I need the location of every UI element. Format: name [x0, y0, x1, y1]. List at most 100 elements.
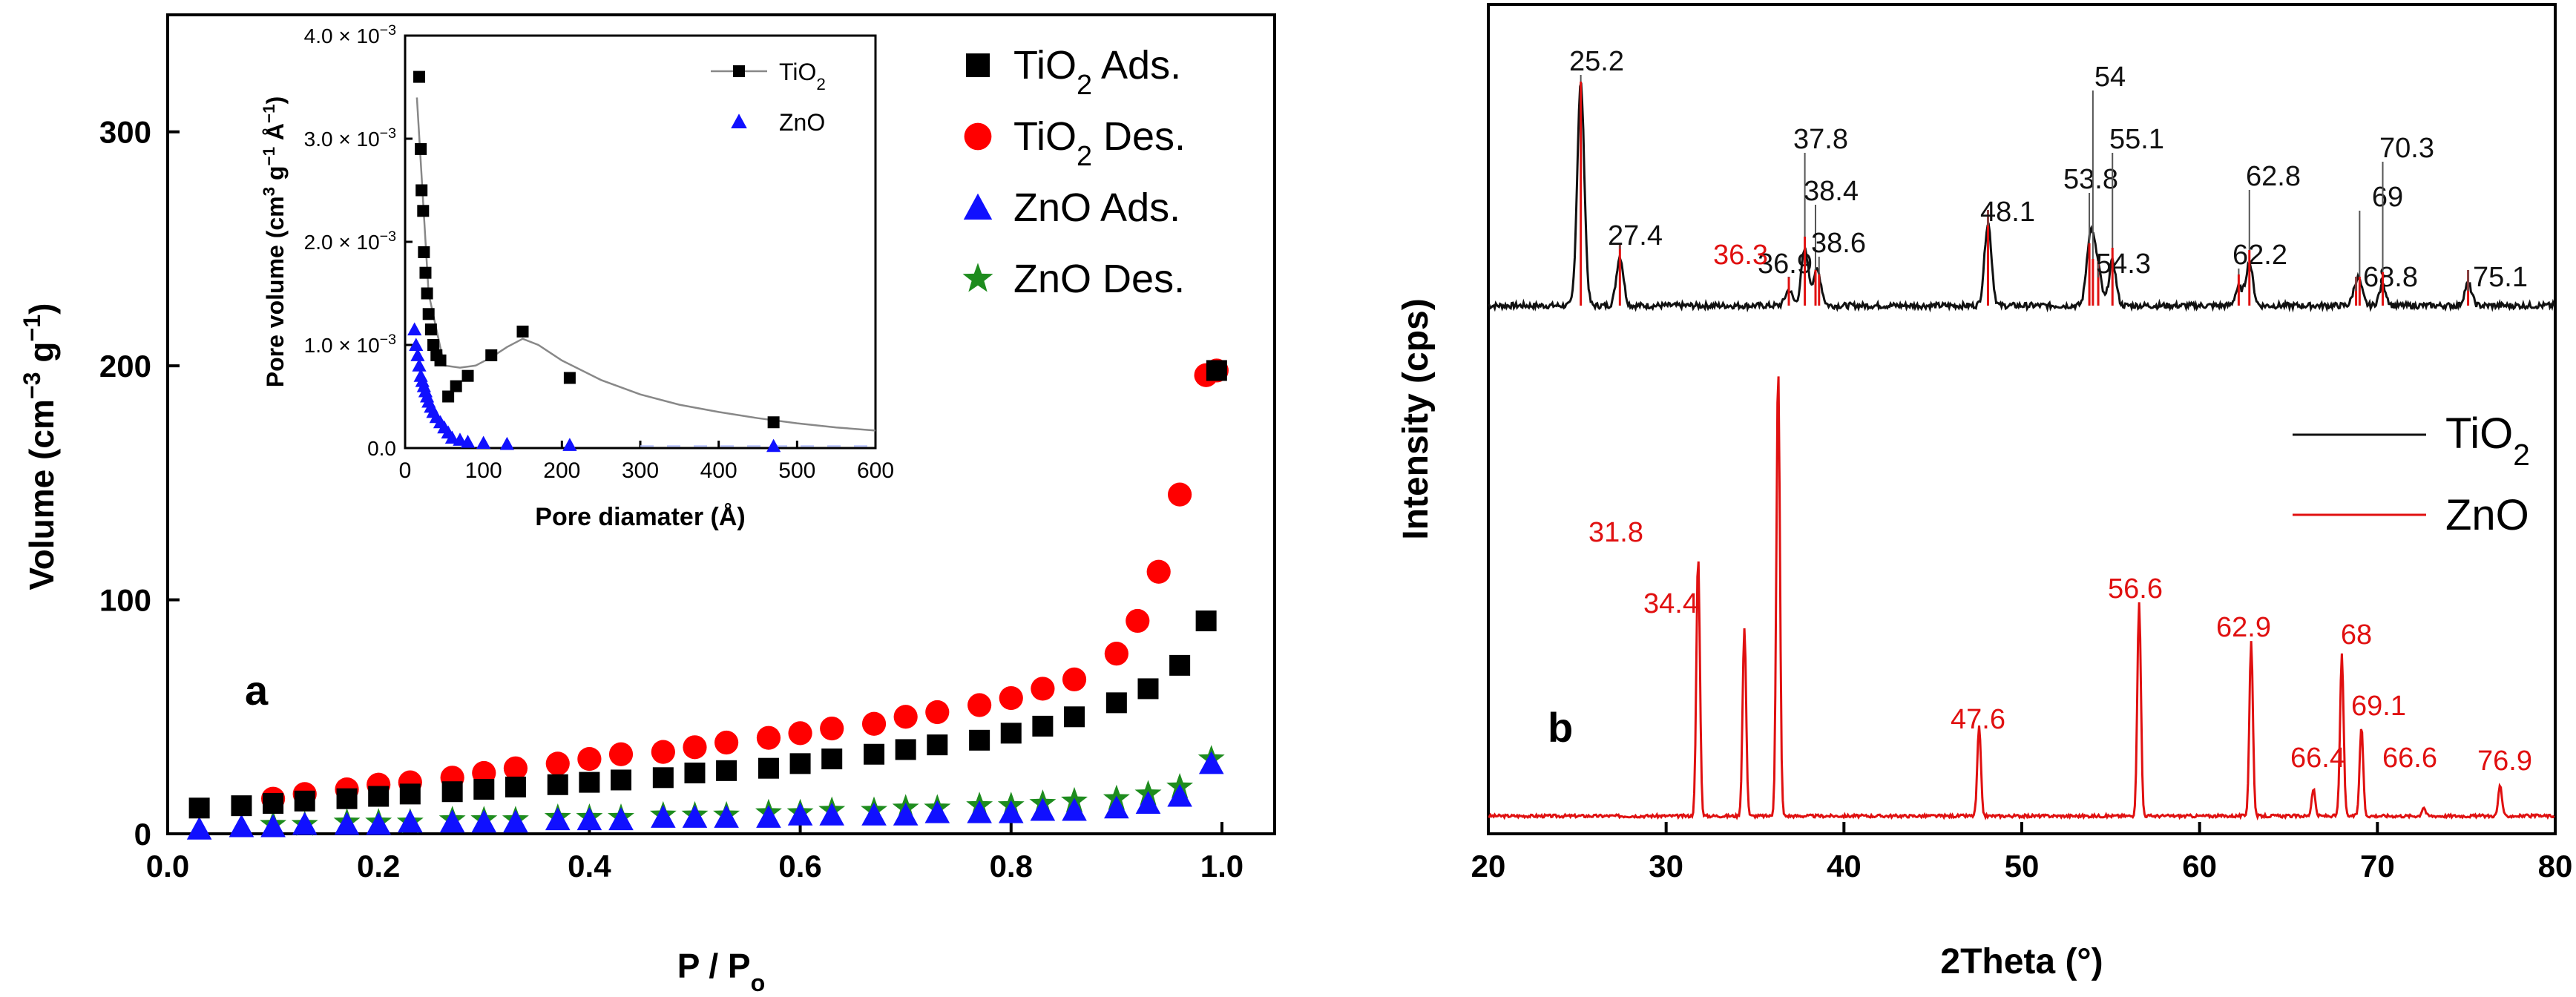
inset-x-label: Pore diamater (Å) — [535, 503, 745, 531]
data-point — [1137, 678, 1159, 700]
data-point — [336, 788, 358, 809]
x-tick-label: 80 — [2538, 849, 2573, 884]
inset-y-label: Pore volume (cm3 g−1 Å−1) — [260, 96, 289, 387]
panel-label-b: b — [1548, 704, 1573, 751]
inset-data-point — [499, 436, 514, 450]
y-axis-label: Volume (cm−3 g−1) — [19, 303, 61, 590]
data-point — [503, 756, 528, 780]
x-tick-label: 0.2 — [357, 849, 400, 884]
inset-x-tick-label: 500 — [778, 458, 815, 483]
data-point — [756, 805, 781, 828]
data-point — [1062, 667, 1087, 691]
inset-x-tick-label: 300 — [622, 458, 659, 483]
inset-data-point — [410, 348, 425, 361]
data-point — [967, 800, 992, 823]
tio2-peak-label: 25.2 — [1569, 46, 1624, 77]
inset-data-point — [407, 322, 422, 336]
inset-y-tick-label: 4.0 × 10−3 — [304, 22, 396, 47]
legend-marker — [964, 122, 992, 151]
inset-background — [245, 25, 890, 544]
data-point — [1000, 723, 1022, 744]
inset-legend-entry: ZnO — [779, 109, 825, 136]
x-tick-label: 0.8 — [990, 849, 1033, 884]
data-point — [292, 812, 318, 835]
legend-b: TiO2 ZnO — [2293, 409, 2530, 539]
data-point — [1168, 482, 1192, 507]
panel-a-frame — [166, 13, 1276, 835]
inset-data-point — [442, 390, 455, 403]
x-tick-label: 0.0 — [146, 849, 189, 884]
inset-data-point — [461, 369, 474, 382]
data-point — [505, 776, 526, 797]
data-point — [714, 805, 739, 828]
inset-data-point — [516, 325, 529, 338]
inset-legend-marker — [731, 113, 747, 128]
tio2-peak-label: 37.8 — [1793, 124, 1848, 155]
inset-data-point — [427, 339, 440, 351]
panel-a: 0.0 0.2 0.4 0.6 0.8 1.0 0 100 200 300 P / Po Volume… — [19, 13, 1276, 996]
x-tick-label: 30 — [1649, 849, 1683, 884]
x-axis-label: 2Theta (°) — [1940, 942, 2103, 981]
y-tick-label: 100 — [99, 583, 151, 618]
inset-x-tick-label: 400 — [700, 458, 737, 483]
data-point — [294, 790, 315, 812]
legend-marker — [963, 193, 993, 220]
data-point — [1198, 751, 1224, 774]
data-point — [861, 711, 887, 736]
legend-a: TiO2 Ads. TiO2 Des. ZnO Ads. ZnO Des. — [962, 43, 1186, 301]
data-point — [577, 746, 602, 771]
x-tick-label: 70 — [2360, 849, 2395, 884]
data-point — [608, 742, 634, 766]
data-point — [472, 760, 496, 786]
inset-data-point — [767, 416, 780, 429]
inset-legend-entry: TiO2 — [779, 59, 826, 93]
zno-peak-label: 68 — [2341, 619, 2372, 651]
data-point — [682, 805, 708, 828]
data-point — [788, 721, 812, 746]
zno-pattern-line — [1488, 376, 2555, 821]
panel-b: 20 30 40 50 60 70 80 2Theta (°) Intensity (cps) b… — [1396, 3, 2573, 981]
x-tick-label: 1.0 — [1200, 849, 1243, 884]
inset-legend-marker — [733, 65, 745, 77]
data-point — [716, 760, 737, 781]
x-axis-label: P / Po — [677, 947, 766, 996]
tio2-peak-label: 68.8 — [2363, 262, 2418, 293]
tio2-peak-label: 27.4 — [1608, 220, 1663, 251]
zno-peak-label: 47.6 — [1951, 704, 2005, 735]
data-point — [1135, 791, 1161, 814]
data-point — [547, 774, 568, 795]
inset-data-point — [409, 338, 424, 351]
legend-entry: ZnO Des. — [1013, 257, 1185, 301]
zno-peak-label: 69.1 — [2351, 691, 2406, 722]
tio2-peak-label: 53.8 — [2063, 164, 2118, 195]
data-point — [263, 792, 284, 814]
data-point — [998, 800, 1024, 823]
inset-data-point — [424, 323, 437, 336]
data-point — [714, 730, 739, 755]
y-axis-label: Intensity (cps) — [1396, 298, 1436, 539]
x-tick-label: 0.6 — [778, 849, 821, 884]
data-point — [684, 762, 706, 783]
inset-data-point — [562, 438, 577, 451]
inset-fit-line — [415, 97, 876, 432]
tio2-pattern-line — [1488, 82, 2556, 313]
data-point — [503, 809, 528, 833]
panel-label-a: a — [245, 667, 269, 714]
x-tick-label: 50 — [2005, 849, 2040, 884]
data-point — [651, 805, 676, 828]
zno-peak-label: 66.4 — [2290, 743, 2345, 774]
data-point — [1167, 783, 1192, 807]
data-point — [1195, 610, 1217, 631]
data-point — [334, 812, 360, 835]
legend-marker — [962, 263, 993, 292]
data-point — [924, 800, 950, 823]
data-point — [967, 693, 992, 717]
data-point — [368, 786, 390, 807]
data-point — [439, 809, 465, 833]
zno-peak-label: 56.6 — [2108, 573, 2163, 605]
data-point — [756, 725, 781, 750]
data-point — [821, 748, 843, 770]
inset-data-point — [434, 354, 447, 366]
inset-data-point — [422, 308, 435, 320]
